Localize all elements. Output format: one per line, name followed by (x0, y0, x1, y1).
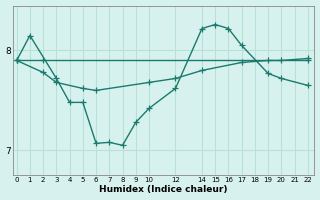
X-axis label: Humidex (Indice chaleur): Humidex (Indice chaleur) (99, 185, 228, 194)
